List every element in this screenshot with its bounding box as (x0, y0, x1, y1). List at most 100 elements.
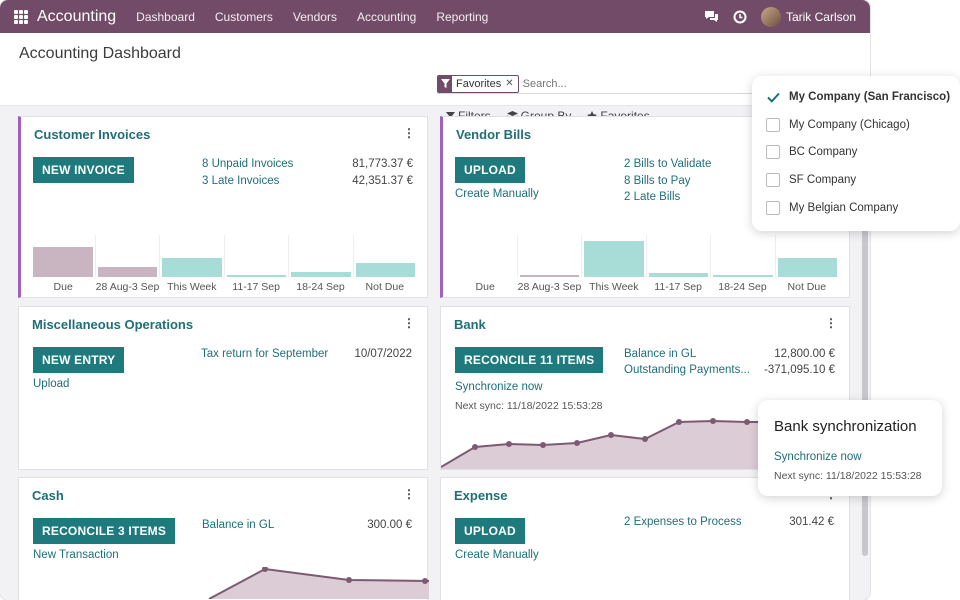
customer-invoices-card: Customer Invoices ⋮ NEW INVOICE 8 Unpaid… (18, 116, 428, 298)
card-title[interactable]: Expense (454, 488, 508, 503)
upload-expense-button[interactable]: UPLOAD (455, 518, 525, 544)
bar-11-17sep[interactable] (226, 275, 286, 277)
company-option[interactable]: BC Company (766, 145, 857, 159)
bar-this-week[interactable] (584, 241, 644, 277)
chart-label: This Week (167, 281, 217, 293)
search-bar[interactable]: Favorites ✕ (437, 74, 859, 94)
card-title[interactable]: Cash (32, 488, 64, 503)
reconcile-cash-button[interactable]: RECONCILE 3 ITEMS (33, 518, 176, 544)
invoices-bar-chart (31, 235, 417, 277)
card-title[interactable]: Bank (454, 317, 486, 332)
late-amount: 42,351.37 € (352, 175, 413, 187)
page-title: Accounting Dashboard (19, 45, 181, 62)
menu-customers[interactable]: Customers (214, 9, 273, 24)
kebab-menu-icon[interactable]: ⋮ (403, 316, 415, 330)
chart-label: 11-17 Sep (654, 281, 702, 293)
search-input[interactable] (522, 77, 823, 90)
bar-28aug-3sep[interactable] (97, 267, 157, 277)
menu-vendors[interactable]: Vendors (292, 9, 337, 24)
bills-bar-chart (453, 235, 839, 277)
late-invoices-link[interactable]: 3 Late Invoices (202, 175, 280, 187)
kebab-menu-icon[interactable]: ⋮ (403, 126, 415, 140)
card-title[interactable]: Customer Invoices (34, 127, 151, 142)
expenses-to-process-link[interactable]: 2 Expenses to Process (624, 516, 742, 528)
close-icon[interactable]: ✕ (505, 78, 514, 89)
chart-label: 11-17 Sep (232, 281, 280, 293)
top-navbar: Accounting Dashboard Customers Vendors A… (0, 0, 870, 33)
misc-operations-card: Miscellaneous Operations ⋮ NEW ENTRY Upl… (18, 306, 428, 470)
user-name[interactable]: Tarik Carlson (785, 9, 856, 24)
card-title[interactable]: Vendor Bills (456, 127, 532, 142)
search-facet[interactable]: Favorites ✕ (437, 74, 519, 93)
scrollbar[interactable] (862, 106, 868, 556)
checkmark-icon (766, 92, 780, 103)
company-option[interactable]: My Company (Chicago) (766, 118, 910, 132)
checkbox[interactable] (766, 118, 780, 132)
create-manually-link[interactable]: Create Manually (455, 549, 539, 561)
late-bills-link[interactable]: 2 Late Bills (624, 191, 681, 203)
checkbox-checked[interactable] (766, 90, 780, 104)
chart-label: Not Due (787, 281, 827, 293)
chart-label: Due (53, 281, 73, 293)
expense-amount: 301.42 € (789, 516, 834, 528)
bar-not-due[interactable] (355, 263, 415, 277)
chart-label: 18-24 Sep (718, 281, 767, 293)
menu-dashboard[interactable]: Dashboard (136, 9, 195, 24)
app-name[interactable]: Accounting (37, 7, 117, 25)
bar-28aug-3sep[interactable] (519, 275, 579, 277)
checkbox[interactable] (766, 145, 780, 159)
unpaid-amount: 81,773.37 € (352, 158, 413, 170)
bar-due[interactable] (33, 247, 93, 277)
checkbox[interactable] (766, 201, 780, 215)
outstanding-amount: -371,095.10 € (764, 364, 835, 376)
balance-gl-link[interactable]: Balance in GL (624, 348, 697, 360)
company-option[interactable]: My Belgian Company (766, 201, 898, 215)
checkbox[interactable] (766, 173, 780, 187)
synchronize-link[interactable]: Synchronize now (774, 451, 862, 463)
bar-18-24sep[interactable] (713, 275, 773, 277)
apps-grid-icon[interactable] (14, 9, 28, 24)
unpaid-invoices-link[interactable]: 8 Unpaid Invoices (202, 158, 294, 170)
filter-icon (438, 75, 452, 92)
company-option[interactable]: SF Company (766, 173, 856, 187)
balance-gl-amount: 12,800.00 € (774, 348, 835, 360)
bar-11-17sep[interactable] (648, 273, 708, 277)
company-name: My Company (San Francisco) (789, 91, 951, 103)
bills-to-pay-link[interactable]: 8 Bills to Pay (624, 175, 691, 187)
bills-to-validate-link[interactable]: 2 Bills to Validate (624, 158, 712, 170)
new-entry-button[interactable]: NEW ENTRY (33, 347, 125, 373)
reconcile-button[interactable]: RECONCILE 11 ITEMS (455, 347, 604, 373)
synchronize-link[interactable]: Synchronize now (455, 381, 543, 393)
upload-link[interactable]: Upload (33, 378, 70, 390)
menu-reporting[interactable]: Reporting (436, 9, 489, 24)
kebab-menu-icon[interactable]: ⋮ (403, 487, 415, 501)
chart-label: 28 Aug-3 Sep (517, 281, 582, 293)
chart-labels: Due 28 Aug-3 Sep This Week 11-17 Sep 18-… (31, 281, 417, 293)
bar-not-due[interactable] (777, 258, 837, 277)
bar-18-24sep[interactable] (291, 272, 351, 277)
app-window: Accounting Dashboard Customers Vendors A… (0, 0, 870, 600)
upload-button[interactable]: UPLOAD (455, 157, 525, 183)
next-sync-text: Next sync: 11/18/2022 15:53:28 (455, 400, 603, 412)
chat-icon[interactable] (704, 10, 719, 23)
expense-card: Expense ⋮ UPLOAD Create Manually 2 Expen… (440, 477, 850, 600)
menu-accounting[interactable]: Accounting (356, 9, 417, 24)
chart-label: This Week (589, 281, 639, 293)
create-manually-link[interactable]: Create Manually (455, 188, 539, 200)
chart-labels: Due 28 Aug-3 Sep This Week 11-17 Sep 18-… (453, 281, 839, 293)
clock-icon[interactable] (733, 10, 747, 24)
company-option[interactable]: My Company (San Francisco) (766, 90, 950, 104)
tax-return-link[interactable]: Tax return for September (201, 348, 329, 360)
bank-line-chart (441, 418, 851, 469)
avatar[interactable] (760, 6, 781, 27)
balance-gl-link[interactable]: Balance in GL (202, 519, 275, 531)
popover-title: Bank synchronization (774, 418, 917, 435)
card-title[interactable]: Miscellaneous Operations (32, 317, 194, 332)
new-invoice-button[interactable]: NEW INVOICE (33, 157, 134, 183)
chart-label: 18-24 Sep (296, 281, 345, 293)
outstanding-payments-link[interactable]: Outstanding Payments... (624, 364, 750, 376)
new-transaction-link[interactable]: New Transaction (33, 549, 119, 561)
company-name: My Company (Chicago) (789, 119, 910, 131)
bar-this-week[interactable] (162, 258, 222, 277)
kebab-menu-icon[interactable]: ⋮ (825, 316, 837, 330)
